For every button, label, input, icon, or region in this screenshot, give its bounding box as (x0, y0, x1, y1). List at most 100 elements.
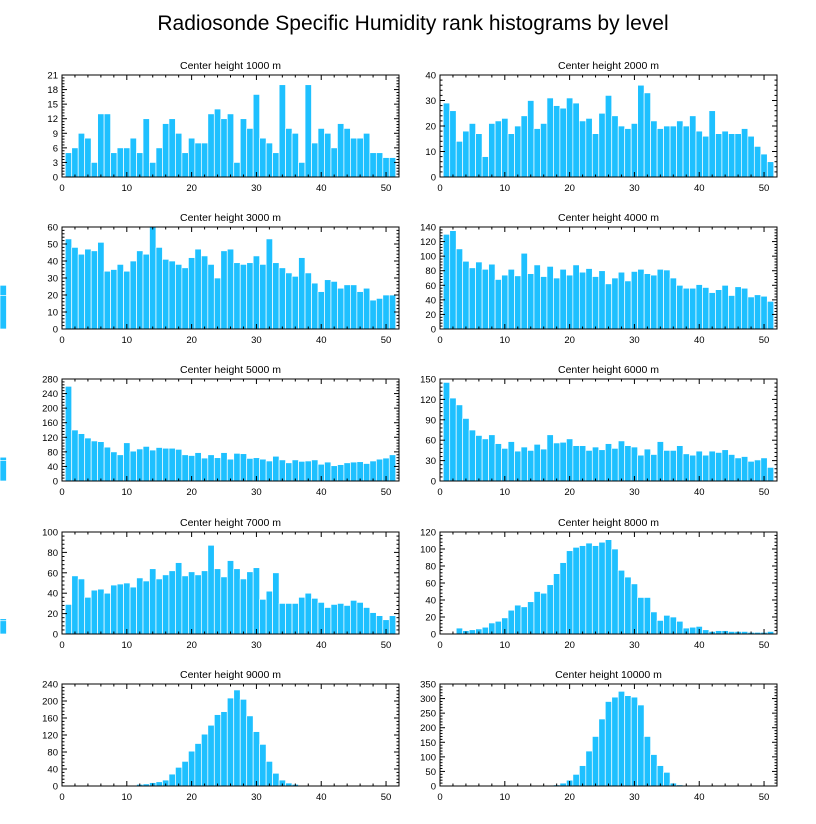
bar (475, 133, 483, 178)
bar (337, 287, 345, 330)
bar (330, 604, 338, 635)
bar (637, 268, 645, 330)
y-tick-label: 0 (431, 477, 436, 488)
bar (213, 457, 222, 482)
bar (356, 137, 364, 178)
y-tick-label: 80 (47, 548, 58, 559)
bar (350, 599, 358, 635)
x-tick-label: 50 (759, 335, 770, 346)
bar (259, 264, 267, 330)
bar (123, 582, 131, 635)
x-tick-label: 10 (500, 183, 511, 194)
y-tick-label: 100 (420, 252, 436, 263)
bar (494, 620, 502, 635)
bar (637, 597, 645, 635)
x-tick-label: 50 (381, 792, 392, 803)
x-tick-label: 30 (629, 183, 640, 194)
y-tick-label: 0 (53, 325, 58, 336)
bar (350, 137, 358, 178)
panel-7: Center height 7000 m 0 20 40 60 80 100 0 10 20 30 4… (0, 517, 400, 651)
bar (442, 102, 451, 178)
bar (481, 156, 489, 178)
x-tick-label: 10 (122, 640, 133, 651)
bar (766, 300, 775, 330)
x-tick-label: 40 (316, 335, 327, 346)
y-tick-label: 90 (425, 415, 436, 426)
bar (213, 568, 222, 635)
bar (168, 260, 176, 330)
x-tick-label: 50 (759, 487, 770, 498)
bar (103, 113, 111, 178)
bar (200, 255, 209, 330)
bar (650, 274, 658, 330)
bar (643, 597, 651, 635)
x-tick-label: 30 (251, 335, 262, 346)
bar (656, 128, 664, 178)
bar (246, 715, 254, 787)
bar (129, 260, 137, 330)
bar (168, 118, 176, 178)
bar (689, 287, 697, 330)
bar (0, 620, 7, 635)
bar (168, 570, 176, 635)
bar (540, 276, 548, 330)
bar (181, 760, 189, 787)
bar (129, 137, 137, 178)
bar (265, 460, 273, 482)
bar (207, 454, 215, 482)
y-tick-label: 21 (47, 71, 58, 82)
bar (375, 615, 384, 635)
bar (494, 120, 502, 178)
bar (591, 276, 600, 330)
bar (494, 443, 502, 482)
bar (142, 118, 150, 178)
x-tick-label: 20 (186, 640, 197, 651)
bar (650, 754, 658, 787)
x-tick-label: 20 (564, 487, 575, 498)
bar (149, 226, 157, 330)
bar (514, 450, 522, 482)
panel-5: Center height 5000 m04080120160200240280… (0, 364, 400, 498)
bar (702, 629, 710, 635)
x-tick-label: 20 (186, 183, 197, 194)
bar (90, 589, 98, 635)
bar (77, 132, 86, 178)
bar (220, 711, 228, 787)
bar (136, 577, 144, 635)
y-tick-label: 160 (42, 418, 58, 429)
bar (116, 583, 124, 635)
bar (194, 248, 202, 330)
bar (168, 447, 176, 482)
bar (272, 455, 280, 482)
panel-6: Center height 6000 m 0 30 60 90 120 150 0 10 20 30… (0, 364, 778, 498)
bar (265, 142, 273, 178)
bar (501, 117, 509, 178)
bar (546, 265, 554, 330)
bar (220, 118, 228, 178)
bar (591, 133, 600, 178)
bar (656, 441, 664, 482)
bar (188, 571, 196, 635)
bar (233, 162, 241, 178)
bar (617, 271, 626, 330)
bar (97, 588, 105, 635)
bar (252, 567, 261, 635)
y-tick-label: 350 (420, 680, 436, 691)
x-tick-label: 0 (59, 487, 64, 498)
y-tick-label: 30 (425, 96, 436, 107)
bar (110, 269, 118, 330)
panel-10: Center height 10000 m0501001502002503003… (420, 669, 778, 803)
bar (747, 296, 755, 330)
bar (200, 570, 209, 635)
bar (533, 128, 541, 178)
bar (669, 450, 677, 482)
bar (0, 295, 7, 330)
x-tick-label: 10 (500, 640, 511, 651)
bar (207, 544, 215, 635)
x-tick-label: 50 (381, 640, 392, 651)
bar (449, 110, 457, 178)
bar (643, 448, 651, 482)
bar (375, 152, 384, 178)
y-tick-label: 60 (47, 223, 58, 234)
bar (84, 248, 92, 330)
